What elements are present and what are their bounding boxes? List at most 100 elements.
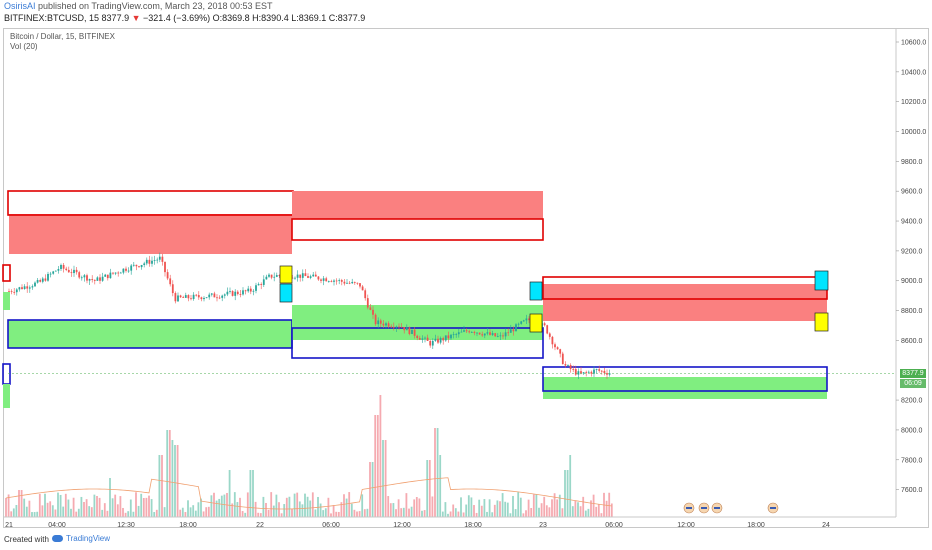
candle-body	[424, 337, 426, 339]
volume-bar	[301, 504, 304, 517]
volume-bar	[75, 511, 78, 517]
price-tick-label: 9400.0	[901, 219, 923, 226]
candle-body	[481, 334, 484, 336]
yellow-marker	[529, 313, 543, 333]
volume-bar	[148, 495, 150, 517]
volume-bar	[285, 497, 288, 517]
volume-bar	[584, 510, 587, 517]
volume-bar	[150, 499, 153, 517]
candle-body	[543, 323, 546, 326]
time-tick-label: 21	[5, 522, 13, 529]
candle-body	[489, 332, 491, 335]
candle-body	[171, 284, 174, 294]
volume-bar	[197, 502, 200, 517]
candle-body	[8, 291, 10, 292]
change-down-icon: ▼	[131, 13, 141, 23]
open-value: 8369.8	[222, 13, 250, 23]
volume-bar	[454, 508, 457, 517]
volume-bar	[512, 495, 514, 517]
volume-bar	[532, 494, 535, 517]
candle-body	[179, 295, 182, 298]
candle-body	[348, 282, 351, 284]
volume-bar	[538, 507, 540, 517]
candle-body	[247, 288, 250, 292]
demand-zone-outline	[2, 363, 11, 385]
candle-body	[517, 323, 520, 325]
candle-body	[405, 327, 408, 331]
candle-body	[582, 372, 585, 374]
volume-bar	[389, 503, 392, 517]
volume-bar	[166, 430, 169, 517]
candle-body	[431, 340, 434, 346]
time-tick-label: 04:00	[48, 522, 66, 529]
volume-bar	[590, 500, 592, 517]
candle-body	[278, 275, 281, 276]
volume-bar	[218, 498, 221, 517]
candle-body	[13, 291, 16, 293]
volume-bar	[163, 507, 166, 517]
tradingview-logo[interactable]: TradingView	[52, 534, 110, 543]
us-flag-icon	[701, 507, 707, 509]
price-tick-label: 9000.0	[901, 278, 923, 285]
volume-bar	[189, 507, 192, 517]
events-layer	[683, 502, 779, 514]
volume-bar	[246, 492, 249, 517]
candle-body	[444, 335, 447, 341]
candle-body	[184, 295, 187, 298]
footer: Created with TradingView	[0, 530, 932, 550]
candle-body	[244, 290, 247, 292]
publish-line: OsirisAI published on TradingView.com, M…	[4, 1, 273, 11]
candle-body	[49, 273, 52, 275]
volume-bar	[408, 508, 410, 517]
volume-bar	[543, 496, 546, 517]
candle-body	[208, 294, 211, 298]
candle-body	[520, 321, 523, 324]
candle-body	[546, 325, 549, 334]
candle-body	[273, 276, 276, 278]
time-tick-label: 18:00	[464, 522, 482, 529]
volume-bar	[127, 511, 130, 517]
volume-bar	[530, 508, 533, 517]
volume-bar	[49, 501, 52, 517]
volume-bar	[597, 504, 600, 517]
candle-body	[99, 277, 101, 281]
volume-bar	[553, 493, 556, 517]
volume-bar	[280, 513, 283, 517]
volume-bar	[478, 499, 481, 517]
candle-body	[10, 291, 13, 293]
volume-bar	[23, 498, 26, 517]
candle-body	[522, 320, 525, 322]
volume-bar	[116, 504, 119, 517]
candle-body	[161, 256, 164, 262]
volume-bar	[574, 500, 577, 517]
volume-bar	[418, 498, 421, 517]
volume-bar	[462, 512, 465, 517]
volume-bar	[278, 502, 280, 517]
price-tick-label: 10600.0	[901, 40, 926, 47]
high-value: 8390.4	[261, 13, 289, 23]
volume-bar	[181, 507, 184, 517]
candle-body	[135, 264, 138, 267]
price-tick-label: 7600.0	[901, 487, 923, 494]
candle-body	[80, 277, 83, 279]
candle-body	[322, 278, 325, 281]
candle-body	[320, 279, 322, 281]
candle-body	[257, 284, 260, 286]
volume-bar	[431, 496, 434, 517]
demand-zone	[292, 305, 543, 340]
candle-body	[509, 329, 512, 333]
candle-body	[106, 274, 109, 279]
candle-body	[335, 280, 338, 282]
candle-body	[130, 265, 133, 271]
volume-bar	[608, 492, 611, 517]
candle-body	[473, 331, 476, 334]
high-label: H:	[252, 13, 262, 23]
author-link[interactable]: OsirisAI	[4, 1, 36, 11]
candle-body	[437, 338, 439, 343]
volume-bar	[210, 495, 213, 517]
volume-bar	[46, 502, 49, 517]
candle-body	[177, 295, 179, 302]
volume-bar	[556, 499, 559, 517]
volume-bar	[18, 490, 20, 517]
